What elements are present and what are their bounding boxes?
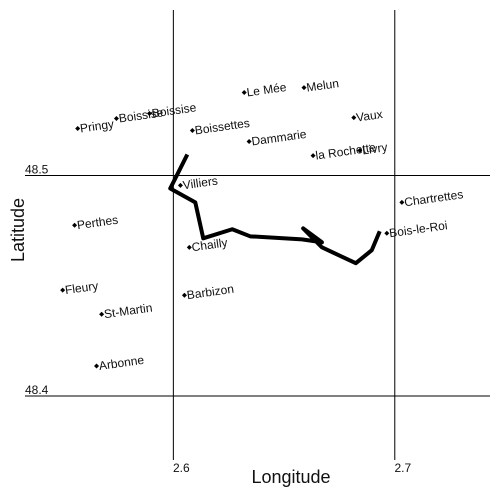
town-label: Pringy — [79, 117, 115, 136]
town-label: Arbonne — [98, 353, 145, 373]
x-axis-label: Longitude — [251, 467, 330, 487]
town-marker — [399, 199, 405, 205]
town-marker — [113, 116, 119, 122]
town-label: Boissise — [118, 105, 165, 125]
town-label: Boissettes — [194, 116, 251, 138]
town-label: Barbizon — [186, 282, 235, 302]
town-marker — [94, 363, 100, 369]
town-marker — [357, 148, 363, 154]
town-label: Perthes — [76, 213, 119, 233]
town-label: Livry — [361, 140, 388, 157]
town-marker — [186, 244, 192, 250]
town-label: Le Mée — [246, 80, 288, 99]
town-marker — [177, 182, 183, 188]
town-label: Bois-le-Roi — [388, 218, 448, 240]
town-label: Dammarie — [251, 127, 308, 149]
town-label: Melun — [305, 76, 339, 94]
town-marker — [246, 138, 252, 144]
town-marker — [384, 230, 390, 236]
town-label: St-Martin — [103, 301, 153, 322]
town-marker — [310, 153, 316, 159]
track — [168, 153, 382, 266]
town-label: Chailly — [191, 235, 229, 254]
y-tick-label: 48.5 — [25, 162, 49, 176]
town-marker — [301, 85, 307, 91]
town-label: Boissise — [151, 100, 198, 120]
town-marker — [99, 311, 105, 317]
town-marker — [60, 287, 66, 293]
town-marker — [351, 115, 357, 121]
x-tick-label: 2.6 — [173, 461, 190, 475]
x-tick-label: 2.7 — [394, 461, 411, 475]
town-label: Vaux — [355, 107, 383, 125]
town-marker — [75, 125, 81, 131]
town-label: Villiers — [182, 174, 219, 193]
y-tick-label: 48.4 — [25, 383, 49, 397]
y-axis-label: Latitude — [8, 198, 28, 262]
town-marker — [241, 90, 247, 95]
town-marker — [181, 292, 187, 298]
town-label: Fleury — [64, 279, 99, 298]
town-marker — [146, 110, 152, 116]
town-marker — [72, 222, 78, 228]
town-label: Chartrettes — [403, 187, 464, 209]
town-marker — [189, 127, 195, 133]
